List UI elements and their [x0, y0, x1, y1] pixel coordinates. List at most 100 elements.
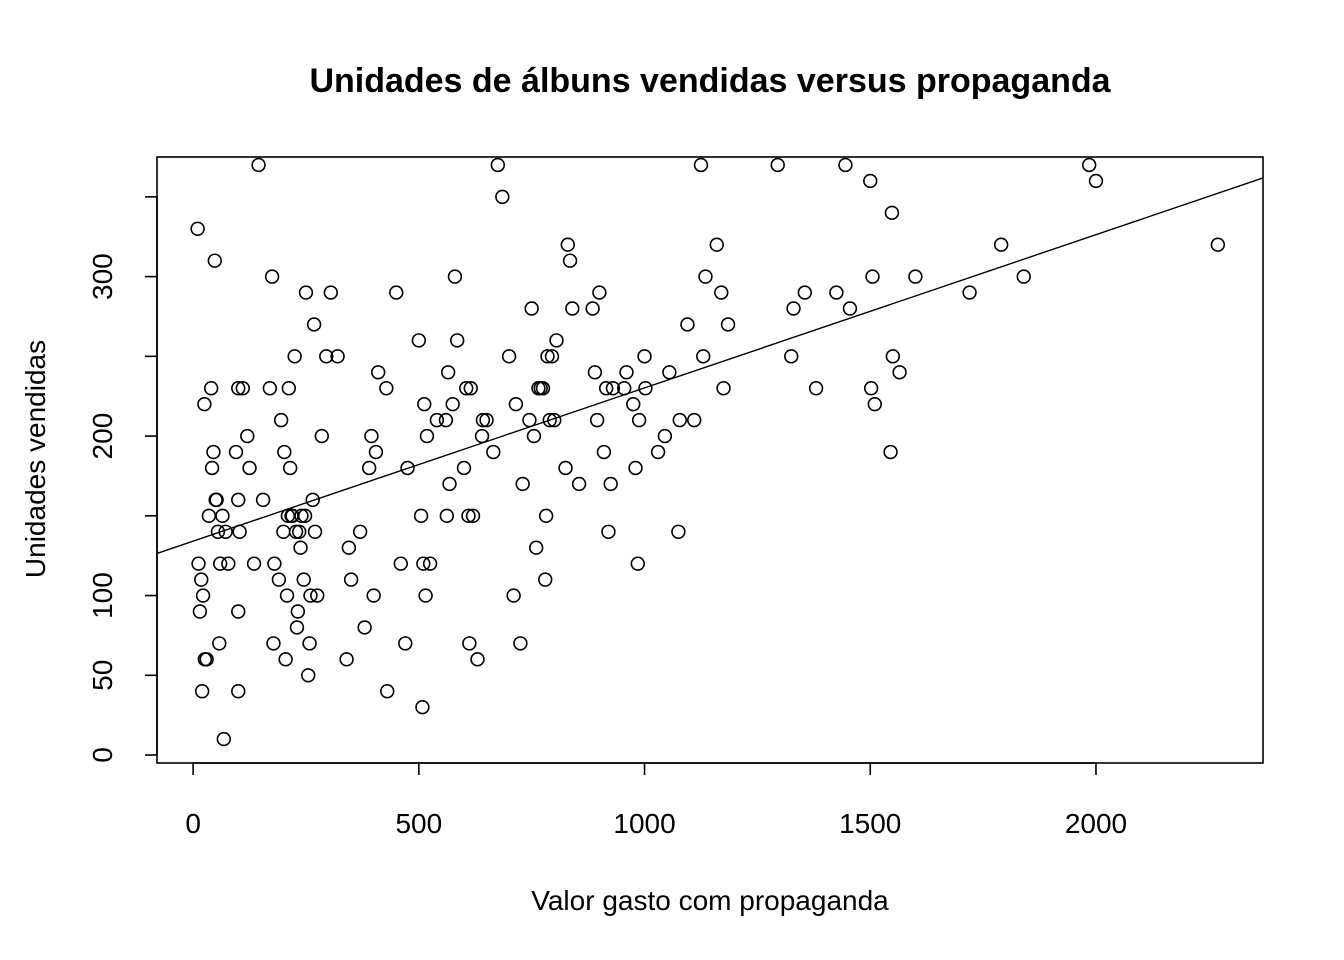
data-point [271, 572, 287, 587]
data-point [341, 540, 357, 555]
data-point [323, 285, 338, 300]
data-point [415, 699, 430, 715]
data-point [215, 508, 230, 524]
data-point [650, 444, 666, 460]
data-point [456, 460, 472, 476]
data-point [470, 652, 485, 667]
y-tick-label: 200 [87, 413, 118, 460]
data-point [993, 237, 1009, 252]
data-point [538, 572, 553, 587]
y-axis: 0 50 100 200 300 [87, 196, 158, 763]
data-point [571, 476, 587, 492]
data-point [298, 285, 314, 300]
data-point [310, 588, 325, 603]
data-point [379, 381, 394, 396]
data-point [524, 301, 539, 316]
data-point [479, 412, 494, 428]
data-point [264, 269, 280, 284]
data-point [513, 636, 528, 651]
data-point [194, 572, 209, 587]
data-point [422, 556, 438, 571]
data-point [671, 524, 686, 539]
data-point [490, 157, 506, 173]
data-point [306, 317, 322, 332]
data-point [400, 460, 415, 476]
data-point [368, 444, 384, 460]
data-point [273, 412, 289, 428]
data-point [314, 428, 329, 444]
data-point [357, 620, 372, 635]
y-tick-label: 300 [87, 253, 118, 300]
data-point [538, 508, 554, 524]
x-tick-label: 1500 [839, 808, 901, 839]
data-point [686, 412, 702, 428]
data-point [418, 588, 433, 603]
x-axis-label: Valor gasto com propaganda [531, 885, 889, 916]
data-point [885, 349, 901, 364]
data-point [1081, 157, 1097, 173]
data-point [863, 381, 879, 396]
data-point [447, 269, 463, 284]
data-point [204, 460, 220, 476]
data-point [210, 524, 226, 539]
data-point [562, 253, 578, 268]
y-axis-label: Unidades vendidas [20, 340, 51, 578]
data-point [558, 460, 573, 476]
data-point [672, 412, 687, 428]
data-point [786, 301, 801, 316]
data-point [908, 269, 923, 284]
data-point [867, 396, 882, 412]
data-point [242, 460, 257, 476]
data-point [962, 285, 977, 300]
data-point [438, 412, 454, 428]
data-point [266, 636, 281, 651]
data-point [203, 381, 219, 396]
data-point [526, 428, 542, 444]
data-point [307, 524, 323, 539]
data-point [371, 365, 386, 380]
data-point [361, 460, 377, 476]
data-point [587, 365, 603, 380]
data-point [585, 301, 600, 316]
data-point [389, 285, 404, 300]
data-point [419, 428, 435, 444]
data-point [277, 444, 292, 460]
x-tick-label: 0 [185, 808, 201, 839]
data-point [289, 620, 305, 635]
data-point [486, 444, 501, 460]
data-point [440, 365, 456, 380]
regression-line [156, 177, 1264, 555]
data-point [598, 381, 614, 396]
data-point [716, 381, 731, 396]
data-point [343, 572, 359, 587]
x-tick-label: 1000 [613, 808, 675, 839]
data-point [596, 444, 612, 460]
data-point [549, 333, 564, 348]
data-point [680, 317, 695, 332]
data-point [232, 524, 247, 539]
data-point [366, 588, 381, 603]
data-point [522, 412, 537, 428]
data-point [231, 381, 246, 396]
y-tick-label: 50 [87, 660, 118, 691]
data-point [619, 365, 634, 380]
data-point [714, 285, 729, 300]
data-point [288, 524, 304, 539]
data-point [439, 508, 455, 524]
data-point [528, 540, 544, 555]
data-point [547, 412, 562, 428]
data-point [770, 157, 785, 173]
data-point [228, 444, 244, 460]
data-point [413, 508, 429, 524]
x-tick-label: 500 [395, 808, 442, 839]
data-point [207, 253, 222, 268]
y-tick-label: 0 [87, 747, 118, 763]
data-point [1210, 237, 1226, 252]
data-point [411, 333, 427, 348]
plot-frame [156, 156, 1264, 764]
data-point [240, 428, 255, 444]
y-tick-label: 100 [87, 572, 118, 619]
data-point [339, 652, 354, 667]
data-point [192, 604, 208, 619]
